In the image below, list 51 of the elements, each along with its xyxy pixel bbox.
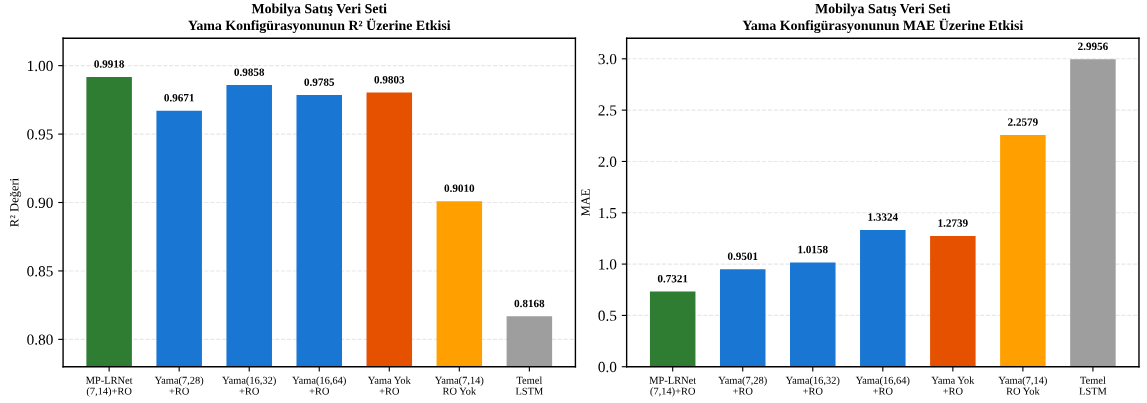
data-label: 2.9956: [1078, 42, 1108, 51]
x-tick-label: MP-LRNet (7,14)+RO: [86, 376, 133, 397]
x-tick-label: Yama(7,14) RO Yok: [998, 376, 1047, 395]
data-label: 0.7321: [657, 274, 688, 283]
chart-title: Mobilya Satış Veri Seti Yama Konfigürasyonunun MAE Üzerine Etkisi: [742, 3, 1024, 34]
bar: [1070, 59, 1116, 367]
data-label: 1.0158: [798, 245, 828, 254]
bar: [930, 235, 976, 367]
y-axis-title: MAE: [581, 189, 590, 217]
bar: [860, 229, 906, 367]
data-label: 0.9671: [164, 93, 194, 102]
x-tick-label: Temel LSTM: [1079, 376, 1107, 395]
y-tick-label: 2.5: [598, 105, 617, 116]
chart-title: Mobilya Satış Veri Seti Yama Konfigürasyonunun R² Üzerine Etkisi: [188, 3, 451, 34]
data-label: 0.9501: [727, 252, 758, 261]
x-tick-label: Yama(16,32) +RO: [222, 376, 276, 395]
y-tick-label: 2.0: [598, 156, 617, 167]
data-label: 2.2579: [1008, 118, 1038, 126]
x-tick-label: Yama Yok +RO: [367, 376, 411, 395]
y-axis-title: R² Değeri: [9, 178, 22, 227]
x-tick-label: Temel LSTM: [515, 376, 543, 395]
y-tick-label: 0.90: [27, 197, 53, 209]
data-label: 1.3324: [868, 213, 898, 221]
x-tick-label: Yama(16,64) +RO: [855, 376, 910, 395]
y-tick-label: 0.85: [27, 266, 53, 277]
x-tick-label: MP-LRNet (7,14)+RO: [649, 376, 697, 397]
bar: [790, 262, 836, 367]
y-tick-label: 1.00: [27, 60, 53, 72]
x-tick-label: Yama Yok +RO: [931, 376, 975, 395]
bar: [719, 269, 766, 367]
data-label: 0.8168: [514, 299, 545, 308]
bar: [649, 291, 696, 367]
x-tick-label: Yama(7,28) +RO: [718, 376, 767, 395]
x-tick-label: Yama(16,32) +RO: [785, 376, 840, 395]
data-label: 1.2739: [938, 219, 968, 227]
x-tick-label: Yama(7,14) RO Yok: [434, 376, 484, 395]
y-tick-label: 0.80: [27, 334, 53, 345]
data-label: 0.9803: [374, 75, 405, 84]
bar: [1000, 134, 1046, 367]
y-tick-label: 0.95: [27, 129, 53, 140]
y-tick-label: 0.5: [598, 310, 617, 321]
data-label: 0.9918: [94, 60, 125, 68]
y-tick-label: 1.5: [599, 207, 617, 219]
data-label: 0.9785: [304, 78, 335, 86]
x-tick-label: Yama(16,64) +RO: [292, 376, 346, 395]
y-tick-label: 3.0: [598, 53, 617, 65]
data-label: 0.9010: [444, 184, 475, 192]
data-label: 0.9858: [234, 68, 265, 76]
y-tick-label: 0.0: [598, 361, 617, 373]
y-tick-label: 1.0: [599, 259, 617, 270]
x-tick-label: Yama(7,28) +RO: [154, 376, 204, 395]
